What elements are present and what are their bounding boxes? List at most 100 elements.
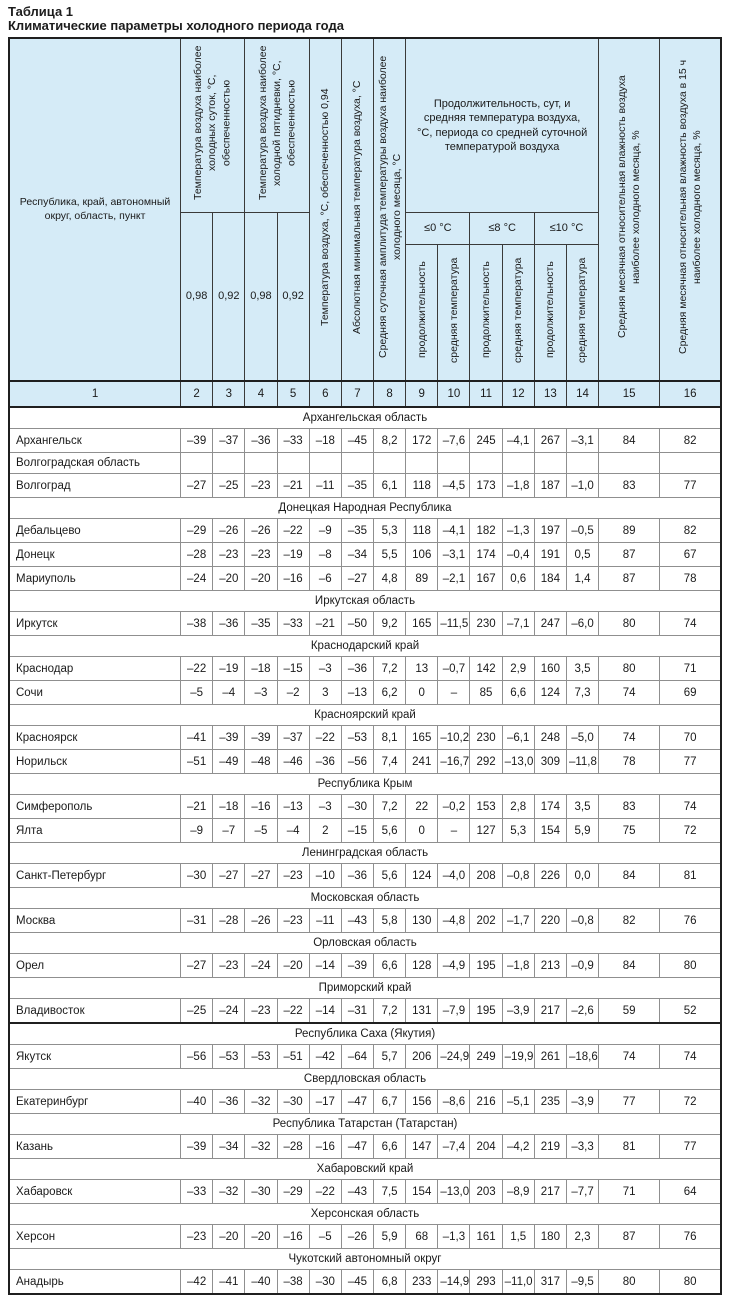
value-cell: –3	[244, 680, 278, 705]
value-cell: –32	[244, 1134, 278, 1159]
value-cell: –38	[276, 1269, 310, 1295]
city-name-cell: Санкт-Петербург	[8, 863, 182, 888]
value-cell: 76	[659, 908, 722, 933]
value-cell: –23	[276, 863, 310, 888]
value-cell: –31	[180, 908, 214, 933]
value-cell: –3	[308, 656, 342, 681]
value-cell: 3,5	[565, 794, 600, 819]
value-cell: 84	[598, 428, 661, 453]
region-name-cell: Республика Татарстан (Татарстан)	[8, 1113, 722, 1135]
header-prob-098: 0,98	[180, 212, 214, 382]
column-number-cell: 5	[276, 380, 310, 408]
table-row: Мариуполь –24 –20 –20 –16 –6 –27 4,8 89 –2,1 167 0,…	[8, 566, 722, 591]
value-cell: –27	[212, 863, 246, 888]
value-cell: 83	[598, 794, 661, 819]
value-cell: –10	[308, 863, 342, 888]
value-cell: –33	[180, 1179, 214, 1204]
city-name-cell: Ялта	[8, 818, 182, 843]
region-row: Ленинградская область	[8, 842, 722, 864]
value-cell: 127	[469, 818, 503, 843]
region-row: Приморский край	[8, 977, 722, 999]
value-cell: 7,2	[373, 794, 407, 819]
table-row: Хабаровск –33 –32 –30 –29 –22 –43 7,5 154 –13,0 20…	[8, 1179, 722, 1204]
value-cell: 80	[598, 656, 661, 681]
table-row: Казань –39 –34 –32 –28 –16 –47 6,6 147 –7,4 204 –4,…	[8, 1134, 722, 1159]
value-cell: 9,2	[373, 611, 407, 636]
value-cell: 172	[405, 428, 439, 453]
value-cell: –39	[340, 953, 375, 978]
table-row: Владивосток –25 –24 –23 –22 –14 –31 7,2 131 –7,9 1…	[8, 998, 722, 1024]
header-duration-group: Продолжительность, сут, и средняя темпер…	[405, 37, 600, 213]
value-cell: –37	[212, 428, 246, 453]
value-cell: 6,7	[373, 1089, 407, 1114]
header-abs-min-temp: Абсолютная минимальная температура возду…	[340, 37, 375, 382]
city-name-cell: Якутск	[8, 1044, 182, 1069]
value-cell: –39	[212, 725, 246, 750]
value-cell: 13	[405, 656, 439, 681]
value-cell: –16	[276, 1224, 310, 1249]
value-cell: 2	[308, 818, 342, 843]
value-cell: –15	[276, 656, 310, 681]
value-cell: 180	[533, 1224, 567, 1249]
value-cell: –0,7	[437, 656, 471, 681]
table-header: Республика, край, автономный округ, обла…	[8, 37, 722, 382]
value-cell: 82	[598, 908, 661, 933]
value-cell: –24	[212, 998, 246, 1024]
value-cell: 261	[533, 1044, 567, 1069]
header-prob-092: 0,92	[212, 212, 246, 382]
value-cell: 84	[598, 953, 661, 978]
value-cell: –26	[212, 518, 246, 543]
value-cell: 165	[405, 725, 439, 750]
value-cell: –36	[340, 863, 375, 888]
value-cell: –9,5	[565, 1269, 600, 1295]
value-cell: 154	[405, 1179, 439, 1204]
value-cell: –4,1	[437, 518, 471, 543]
value-cell: 84	[598, 863, 661, 888]
value-cell: 195	[469, 953, 503, 978]
value-cell: 69	[659, 680, 722, 705]
table-row: Донецк –28 –23 –23 –19 –8 –34 5,5 106 –3,1 174 –0,4…	[8, 542, 722, 567]
table-row: Анадырь –42 –41 –40 –38 –30 –45 6,8 233 –14,9 293–…	[8, 1269, 722, 1295]
value-cell: 80	[659, 953, 722, 978]
city-name-cell: Иркутск	[8, 611, 182, 636]
table-row: Орел –27 –23 –24 –20 –14 –39 6,6 128 –4,9 195 –1,8 2…	[8, 953, 722, 978]
city-name-cell: Анадырь	[8, 1269, 182, 1295]
city-name-cell: Мариуполь	[8, 566, 182, 591]
value-cell: –30	[180, 863, 214, 888]
value-cell: 292	[469, 749, 503, 774]
value-cell: 7,5	[373, 1179, 407, 1204]
value-cell: 153	[469, 794, 503, 819]
value-cell: –	[437, 818, 471, 843]
header-cold-days-group: Температура воздуха наиболее холодных су…	[180, 37, 246, 213]
city-name-cell: Краснодар	[8, 656, 182, 681]
region-name-cell: Московская область	[8, 887, 722, 909]
value-cell: 173	[469, 473, 503, 498]
value-cell: 230	[469, 611, 503, 636]
city-name-cell: Херсон	[8, 1224, 182, 1249]
region-row: Республика Татарстан (Татарстан)	[8, 1113, 722, 1135]
value-cell: –47	[340, 1089, 375, 1114]
value-cell: –1,7	[501, 908, 535, 933]
value-cell: –3,1	[565, 428, 600, 453]
value-cell: –16	[276, 566, 310, 591]
value-cell: –23	[212, 953, 246, 978]
value-cell: –39	[244, 725, 278, 750]
column-number-cell: 2	[180, 380, 214, 408]
value-cell: –14,9	[437, 1269, 471, 1295]
value-cell: –41	[180, 725, 214, 750]
value-cell: –1,3	[437, 1224, 471, 1249]
value-cell: 187	[533, 473, 567, 498]
value-cell: 203	[469, 1179, 503, 1204]
value-cell: 0	[405, 818, 439, 843]
page-subtitle: Климатические параметры холодного период…	[8, 18, 344, 33]
value-cell: 156	[405, 1089, 439, 1114]
value-cell: 6,8	[373, 1269, 407, 1295]
value-cell: –19	[212, 656, 246, 681]
header-avgtemp-le10: средняя температура	[565, 244, 600, 382]
empty-cell	[565, 452, 600, 474]
value-cell: –11,8	[565, 749, 600, 774]
value-cell: –64	[340, 1044, 375, 1069]
region-row: Архангельская область	[8, 406, 722, 429]
value-cell: –56	[180, 1044, 214, 1069]
value-cell: –53	[340, 725, 375, 750]
